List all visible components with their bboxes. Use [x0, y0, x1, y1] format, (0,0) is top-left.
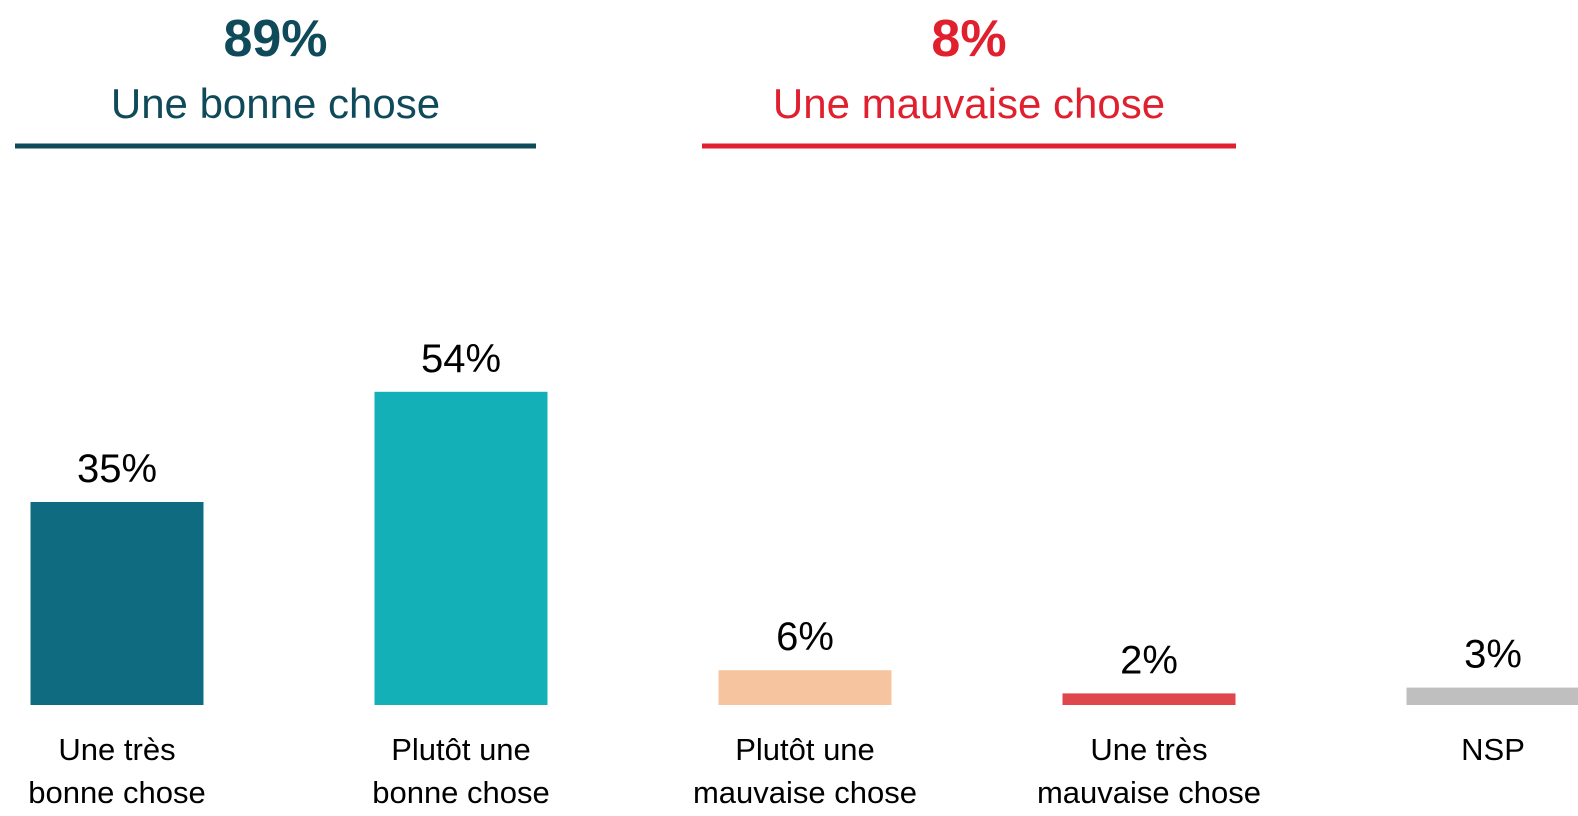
category-label: mauvaise chose — [1037, 775, 1261, 810]
value-label: 3% — [1464, 633, 1522, 677]
bar — [30, 502, 204, 705]
category-label: bonne chose — [28, 775, 206, 810]
category-label: Plutôt une — [735, 732, 875, 767]
category-label: Une très — [58, 732, 175, 767]
group-label: Une bonne chose — [111, 80, 440, 127]
group-total: 89% — [223, 10, 327, 68]
value-label: 6% — [776, 615, 834, 659]
bar — [1062, 693, 1236, 705]
value-label: 2% — [1120, 638, 1178, 682]
category-label: Plutôt une — [391, 732, 531, 767]
bar — [374, 391, 548, 705]
value-label: 54% — [421, 337, 501, 381]
category-label: Une très — [1090, 732, 1207, 767]
bar — [1406, 687, 1578, 705]
group-label: Une mauvaise chose — [773, 80, 1165, 127]
category-label: bonne chose — [372, 775, 550, 810]
bar — [718, 670, 892, 705]
value-label: 35% — [77, 447, 157, 491]
category-label: mauvaise chose — [693, 775, 917, 810]
category-label: NSP — [1461, 732, 1525, 767]
group-total: 8% — [931, 10, 1006, 68]
